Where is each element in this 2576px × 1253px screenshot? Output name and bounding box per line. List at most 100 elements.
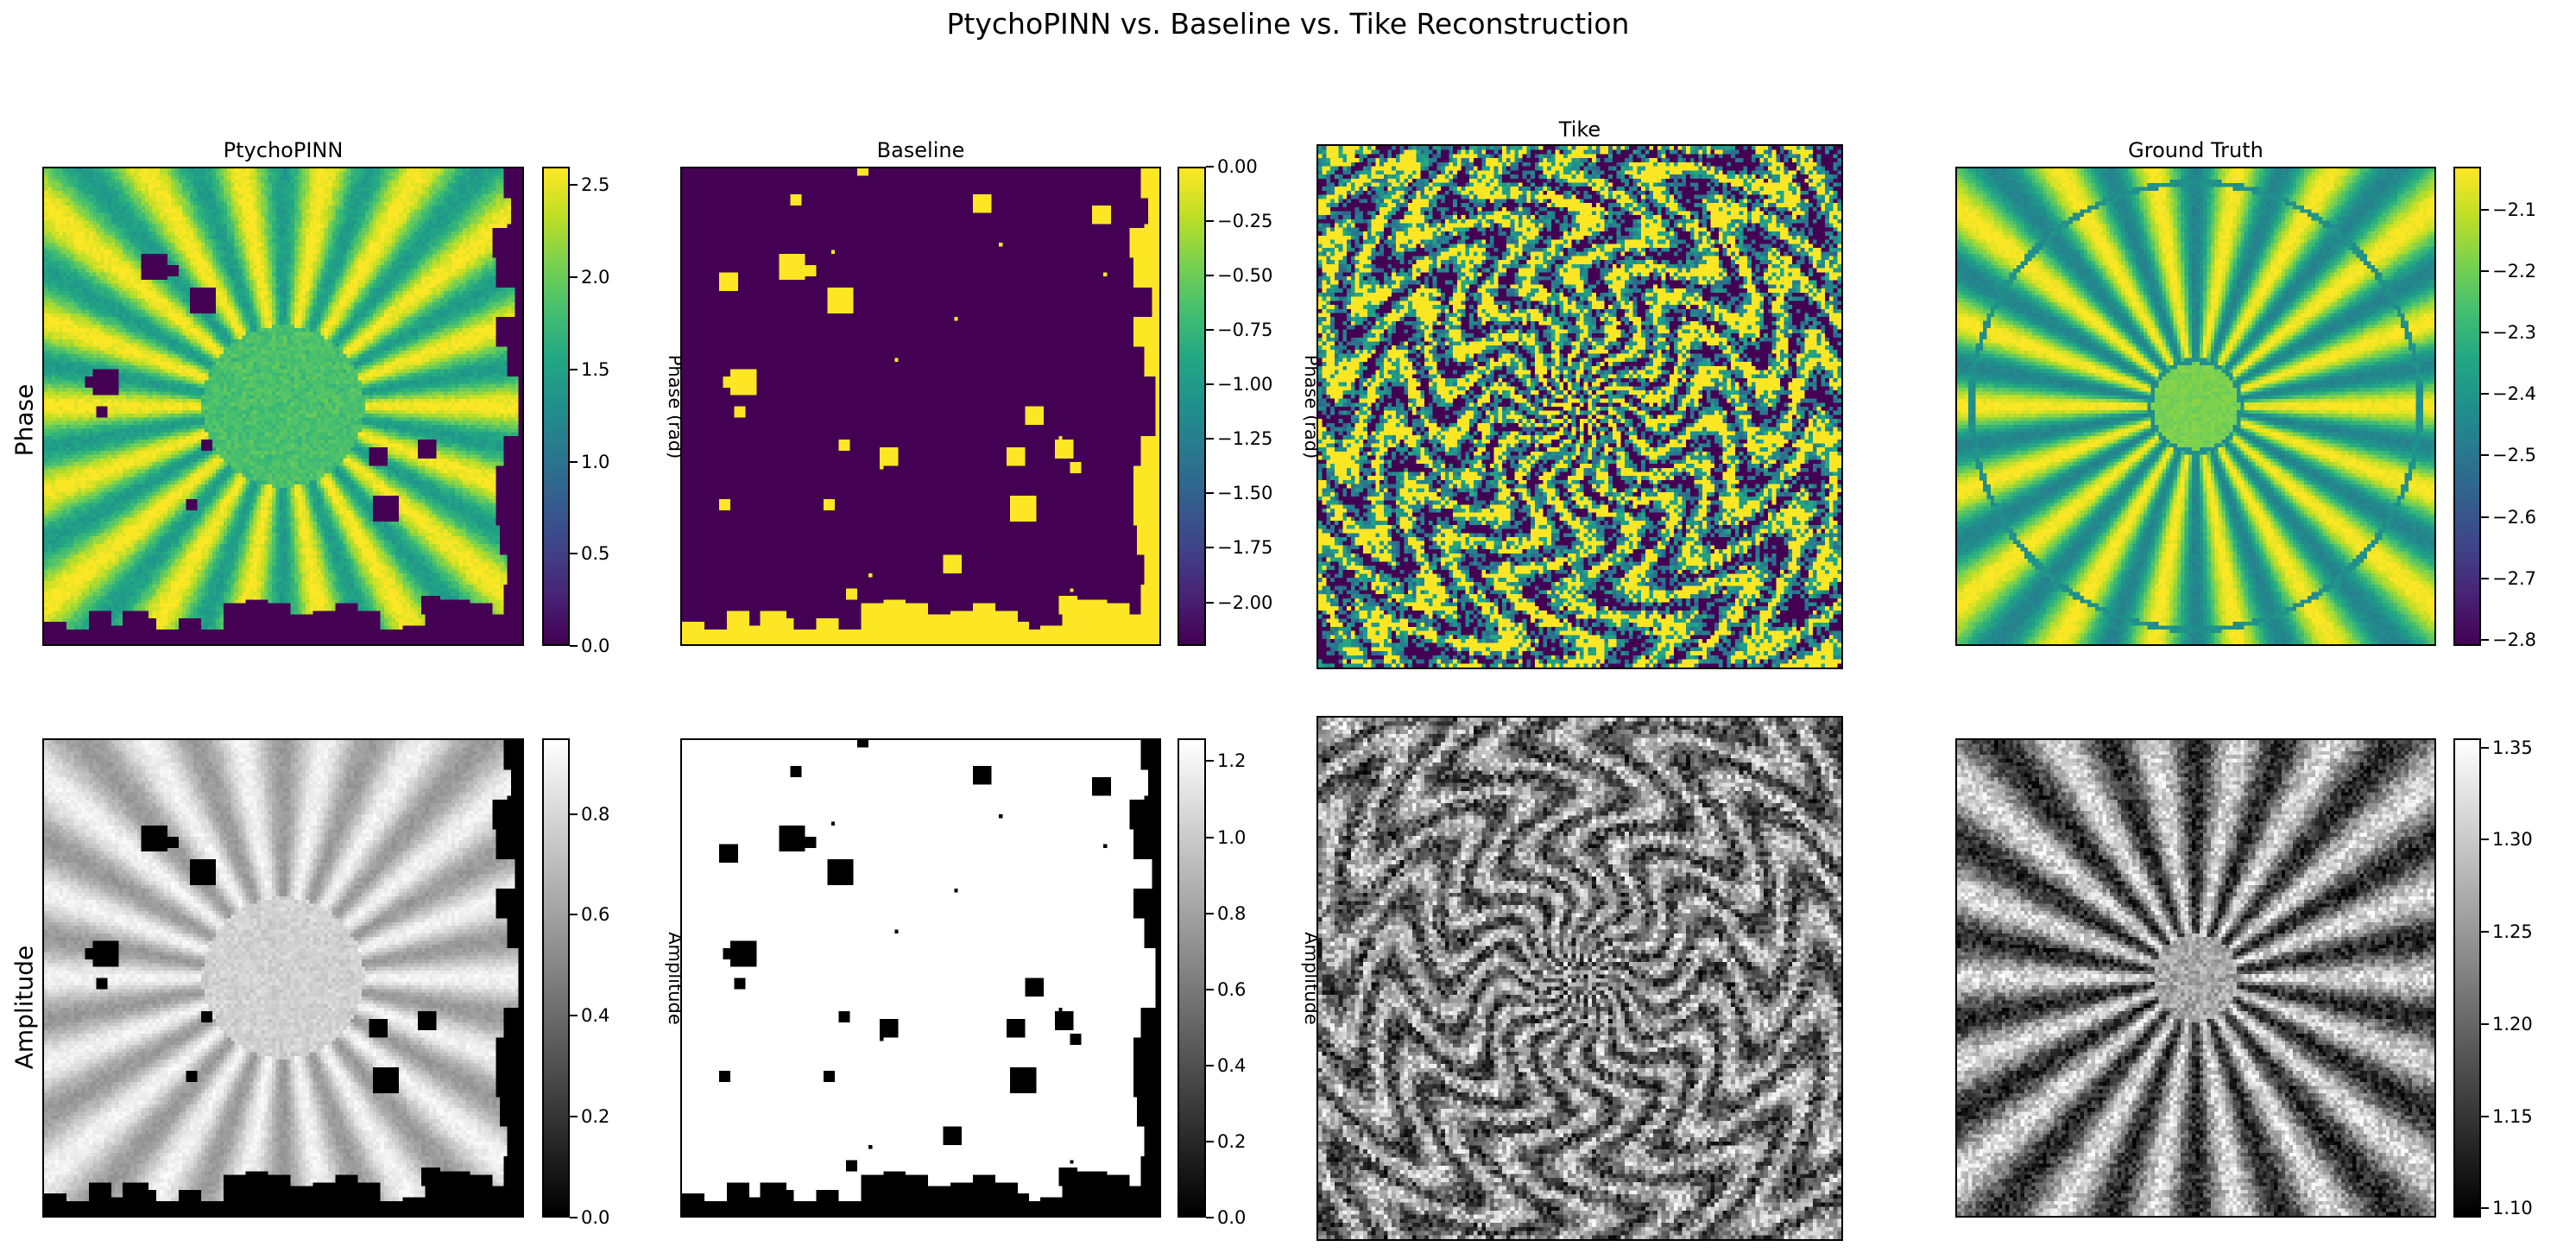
- colorbar-tick: [2481, 931, 2489, 933]
- heatmap-amplitude-0: [42, 738, 524, 1218]
- colorbar: [542, 167, 570, 646]
- colorbar: [1178, 738, 1206, 1218]
- colorbar-tick-label: −0.25: [1217, 211, 1273, 232]
- heatmap-phase-0: [42, 167, 524, 646]
- colorbar-tick: [2481, 838, 2489, 841]
- colorbar-tick-label: 0.2: [1217, 1130, 1247, 1152]
- colorbar-tick: [1206, 601, 1214, 604]
- colorbar-tick-label: 0.8: [581, 803, 610, 825]
- colorbar-tick: [2481, 746, 2489, 749]
- colorbar-tick: [2481, 269, 2489, 272]
- colorbar-tick: [570, 645, 578, 647]
- row-label-amplitude: Amplitude: [9, 945, 39, 1070]
- colorbar-tick-label: −2.00: [1217, 592, 1273, 613]
- colorbar-tick-label: 1.15: [2492, 1105, 2533, 1127]
- colorbar-tick: [1206, 220, 1214, 223]
- colorbar-tick: [570, 276, 578, 279]
- colorbar-tick: [1206, 912, 1214, 914]
- colorbar: [2453, 738, 2481, 1218]
- colorbar-tick-label: 1.25: [2492, 921, 2533, 943]
- colorbar-tick: [1206, 760, 1214, 763]
- colorbar-tick: [1206, 988, 1214, 990]
- colorbar-tick-label: −2.4: [2492, 383, 2536, 405]
- colorbar-tick-label: 0.0: [1217, 1207, 1247, 1228]
- colorbar-tick: [1206, 383, 1214, 386]
- colorbar-tick: [570, 914, 578, 916]
- colorbar-tick-label: 2.5: [581, 174, 610, 196]
- colorbar-tick-label: 1.20: [2492, 1013, 2533, 1035]
- colorbar-tick-label: −2.6: [2492, 506, 2536, 528]
- colorbar-tick-label: 1.0: [1217, 826, 1247, 848]
- colorbar-tick: [1206, 166, 1214, 168]
- colorbar-tick: [2481, 1022, 2489, 1025]
- colorbar-tick: [570, 1217, 578, 1218]
- colorbar-tick: [2481, 454, 2489, 457]
- colorbar-tick-label: 1.10: [2492, 1198, 2533, 1219]
- colorbar-tick: [2481, 1115, 2489, 1117]
- colorbar-tick: [2481, 1207, 2489, 1210]
- figure-title: PtychoPINN vs. Baseline vs. Tike Reconst…: [946, 7, 1630, 41]
- colorbar-tick-label: 1.30: [2492, 829, 2533, 851]
- panel-title: PtychoPINN: [223, 138, 344, 162]
- colorbar-tick: [2481, 208, 2489, 211]
- colorbar-tick-label: 1.0: [581, 451, 610, 472]
- panel-title: Baseline: [876, 138, 965, 162]
- colorbar-tick-label: −2.2: [2492, 260, 2536, 282]
- colorbar-tick: [570, 368, 578, 370]
- colorbar-tick-label: 0.4: [1217, 1054, 1247, 1076]
- colorbar-tick-label: −2.1: [2492, 199, 2536, 220]
- colorbar-tick: [1206, 836, 1214, 838]
- colorbar-tick-label: 0.0: [581, 1207, 610, 1228]
- colorbar-tick-label: 0.2: [581, 1106, 610, 1128]
- colorbar-tick: [1206, 547, 1214, 549]
- colorbar-tick: [1206, 1217, 1214, 1218]
- colorbar-tick: [570, 813, 578, 815]
- colorbar-tick: [2481, 577, 2489, 579]
- heatmap-phase-1: [680, 167, 1161, 646]
- colorbar-tick-label: 1.5: [581, 358, 610, 380]
- colorbar-tick-label: −2.7: [2492, 567, 2536, 589]
- row-label-phase: Phase: [9, 383, 39, 457]
- colorbar: [542, 738, 570, 1218]
- colorbar-tick: [570, 460, 578, 463]
- colorbar-tick-label: −2.8: [2492, 629, 2536, 650]
- colorbar-tick-label: −1.25: [1217, 428, 1273, 450]
- colorbar: [2453, 167, 2481, 646]
- colorbar: [1178, 167, 1206, 646]
- heatmap-amplitude-1: [680, 738, 1161, 1218]
- colorbar-tick: [2481, 516, 2489, 518]
- colorbar-tick-label: 0.4: [581, 1005, 610, 1027]
- colorbar-tick-label: 0.6: [1217, 978, 1247, 1000]
- colorbar-tick-label: 2.0: [581, 267, 610, 288]
- colorbar-tick: [570, 1015, 578, 1017]
- colorbar-tick-label: −1.75: [1217, 537, 1273, 559]
- panel-title: Tike: [1558, 117, 1601, 142]
- colorbar-tick-label: −0.50: [1217, 265, 1273, 287]
- colorbar-tick-label: 1.35: [2492, 737, 2533, 758]
- colorbar-tick-label: 0.00: [1217, 156, 1258, 177]
- colorbar-tick: [570, 1116, 578, 1118]
- colorbar-tick: [1206, 1140, 1214, 1142]
- colorbar-tick: [1206, 1064, 1214, 1066]
- colorbar-tick-label: −2.5: [2492, 445, 2536, 466]
- colorbar-tick-label: −1.00: [1217, 374, 1273, 396]
- colorbar-tick: [2481, 332, 2489, 334]
- colorbar-tick: [570, 553, 578, 555]
- colorbar-tick-label: 0.5: [581, 543, 610, 565]
- heatmap-phase-3: [1955, 167, 2436, 646]
- colorbar-tick: [1206, 329, 1214, 332]
- colorbar-tick: [1206, 438, 1214, 440]
- colorbar-tick-label: −2.3: [2492, 322, 2536, 344]
- colorbar-tick: [1206, 275, 1214, 277]
- colorbar-tick-label: −1.50: [1217, 483, 1273, 504]
- colorbar-tick: [2481, 393, 2489, 396]
- colorbar-tick-label: 0.8: [1217, 902, 1247, 924]
- heatmap-phase-2: [1316, 144, 1843, 669]
- colorbar-tick-label: 0.6: [581, 904, 610, 926]
- colorbar-tick-label: 0.0: [581, 636, 610, 656]
- colorbar-tick: [1206, 492, 1214, 495]
- heatmap-amplitude-3: [1955, 738, 2436, 1218]
- colorbar-tick-label: −0.75: [1217, 320, 1273, 341]
- colorbar-tick: [2481, 638, 2489, 641]
- colorbar-tick: [570, 184, 578, 187]
